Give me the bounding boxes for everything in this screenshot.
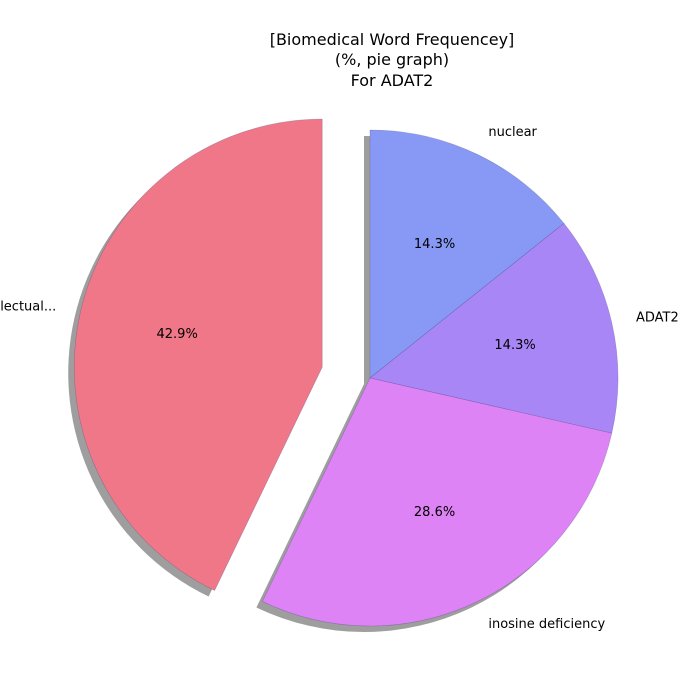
chart-title: [Biomedical Word Frequencey] (%, pie gra… [270, 30, 515, 90]
slice-labels: nuclear 14.3% ADAT2 14.3% inosine deficiency… [0, 125, 679, 632]
pie-slice-nuclear [369, 129, 565, 379]
slice-label-nuclear: nuclear [488, 125, 537, 140]
slice-label-adat2: ADAT2 [636, 310, 679, 325]
slice-label-inosine-deficiency: inosine deficiency [488, 617, 605, 632]
slice-pct-label-inosine-deficiency: 28.6% [414, 505, 455, 520]
slice-label-intellectual: intellectual... [0, 299, 56, 314]
chart-title-line-1: [Biomedical Word Frequencey] [270, 30, 515, 49]
chart-title-line-2: (%, pie graph) [335, 50, 449, 69]
slice-pct-label-intellectual: 42.9% [157, 327, 198, 342]
pie-slices [73, 118, 619, 627]
pie-slice-intellectual [73, 118, 323, 591]
slice-pct-label-nuclear: 14.3% [414, 237, 455, 252]
pie-slice-adat2 [369, 222, 619, 434]
chart-title-line-3: For ADAT2 [351, 71, 434, 90]
slice-pct-label-adat2: 14.3% [494, 338, 535, 353]
pie-slice-inosine-deficiency [261, 377, 613, 627]
